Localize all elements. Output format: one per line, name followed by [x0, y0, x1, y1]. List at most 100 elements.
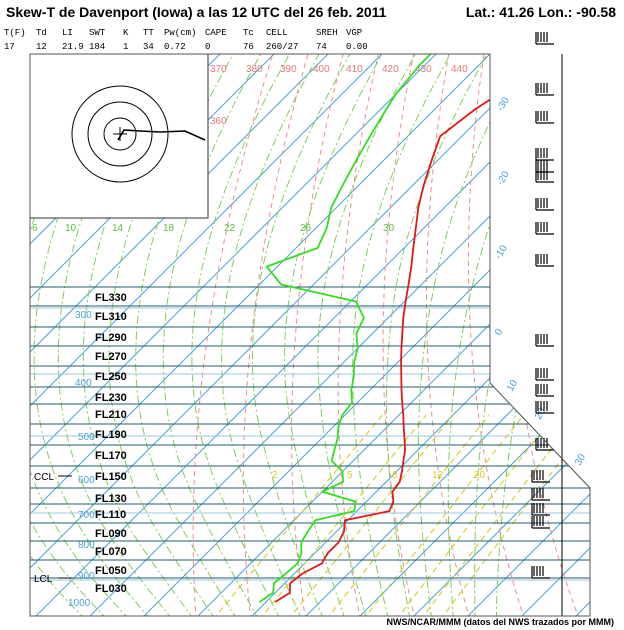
index-name: CAPE: [205, 28, 227, 38]
index-value: 1: [123, 42, 129, 52]
index-name: SWT: [89, 28, 106, 38]
index-value: 0.72: [164, 42, 186, 52]
flight-level-label: FL170: [95, 450, 127, 462]
isotherm-line: [247, 54, 590, 616]
flight-level-label: FL050: [95, 565, 127, 577]
hodograph-ring: [87, 101, 153, 167]
index-name: SREH: [316, 28, 338, 38]
theta-e-tick-label: 22: [224, 223, 236, 234]
isotherm-tick-label: -30: [495, 95, 512, 113]
wind-barb: [535, 401, 554, 414]
flight-level-label: FL210: [95, 409, 127, 421]
index-name: LI: [62, 28, 73, 38]
flight-level-label: FL230: [95, 392, 127, 404]
special-level-label: LCL: [34, 574, 53, 585]
wind-barb: [535, 368, 554, 381]
index-name: T(F): [4, 28, 26, 38]
flight-level-label: FL290: [95, 332, 127, 344]
index-name: TT: [143, 28, 154, 38]
wind-barb: [535, 198, 554, 211]
index-name: Tc: [243, 28, 254, 38]
flight-level-label: FL070: [95, 546, 127, 558]
index-value: 12: [36, 42, 47, 52]
dry-adiabat-line: [382, 54, 451, 616]
mixing-ratio-line: [287, 414, 454, 616]
flight-level-label: FL310: [95, 311, 127, 323]
isotherm-line: [301, 54, 590, 616]
isotherm-line: [517, 54, 590, 616]
index-name: Td: [36, 28, 47, 38]
mixing-ratio-line: [439, 414, 590, 616]
index-name: VGP: [346, 28, 363, 38]
wind-barb: [531, 566, 550, 579]
isotherm-line: [571, 54, 590, 616]
dry-adiabat-line: [242, 54, 356, 616]
flight-level-label: FL270: [95, 351, 127, 363]
wind-barb: [531, 503, 550, 516]
pressure-tick-label: 1000: [68, 598, 91, 609]
isotherm-line: [355, 54, 590, 616]
hodograph-ring: [103, 117, 137, 151]
theta-tick-label: 430: [415, 64, 432, 75]
index-value: 0.00: [346, 42, 368, 52]
flight-level-label: FL090: [95, 528, 127, 540]
mixing-ratio-line: [420, 414, 579, 616]
wind-barb: [535, 111, 554, 124]
dry-adiabat-line: [467, 54, 526, 616]
isotherm-tick-label: -20: [495, 169, 512, 187]
wind-barb: [531, 488, 550, 501]
theta-tick-label: 370: [210, 64, 227, 75]
data-source-credit: NWS/NCAR/MMM (datos del NWS trazados por…: [386, 617, 615, 627]
isotherm-tick-label: 0: [493, 327, 506, 338]
dry-adiabat-line: [337, 54, 419, 616]
wind-barb: [535, 160, 554, 173]
theta-e-tick-label: 6: [32, 223, 38, 234]
wind-barb: [535, 384, 554, 397]
moist-adiabat-line: [221, 54, 344, 616]
pressure-tick-label: 600: [78, 475, 95, 486]
dry-adiabat-line: [192, 54, 325, 616]
index-value: 17: [4, 42, 15, 52]
mixing-ratio-line: [325, 414, 490, 616]
theta-tick-label: 420: [382, 64, 399, 75]
mixing-ratio-line: [212, 414, 383, 616]
index-name: CELL: [266, 28, 288, 38]
moist-adiabat-line: [251, 54, 375, 616]
wind-barb: [535, 254, 554, 267]
theta-e-tick-label: 26: [300, 223, 312, 234]
dry-adiabat-line: [548, 54, 590, 616]
moist-adiabat-line: [317, 54, 441, 616]
moist-adiabat-line: [283, 54, 407, 616]
mixing-ratio-tick-label: 20: [474, 470, 486, 481]
flight-level-label: FL030: [95, 583, 127, 595]
index-value: 34: [143, 42, 154, 52]
dry-adiabat-line: [586, 54, 590, 616]
isotherm-line: [139, 54, 590, 616]
wind-barb: [535, 334, 554, 347]
isotherm-tick-label: 30: [573, 452, 588, 468]
pressure-tick-label: 400: [75, 378, 92, 389]
isotherm-line: [30, 54, 554, 616]
mixing-ratio-line: [258, 414, 427, 616]
hodograph-panel: [29, 53, 209, 219]
moist-adiabat-line: [191, 54, 314, 616]
moist-adiabat-line: [108, 54, 232, 616]
theta-tick-label: 410: [346, 64, 363, 75]
index-value: 260/27: [266, 42, 299, 52]
wind-barb: [535, 32, 554, 45]
theta-tick-label: 400: [313, 64, 330, 75]
index-value: 76: [243, 42, 254, 52]
mixing-ratio-tick-label: 8: [392, 470, 398, 481]
isotherm-line: [30, 54, 446, 616]
index-name: K: [123, 28, 129, 38]
moist-adiabat-line: [496, 54, 590, 616]
isotherm-line: [30, 54, 500, 616]
flight-level-label: FL110: [95, 509, 126, 521]
moist-adiabat-line: [386, 54, 512, 616]
pressure-tick-label: 300: [75, 310, 92, 321]
plot-frame: [29, 53, 591, 617]
pressure-tick-label: 900: [78, 571, 95, 582]
pressure-tick-label: 800: [78, 540, 95, 551]
